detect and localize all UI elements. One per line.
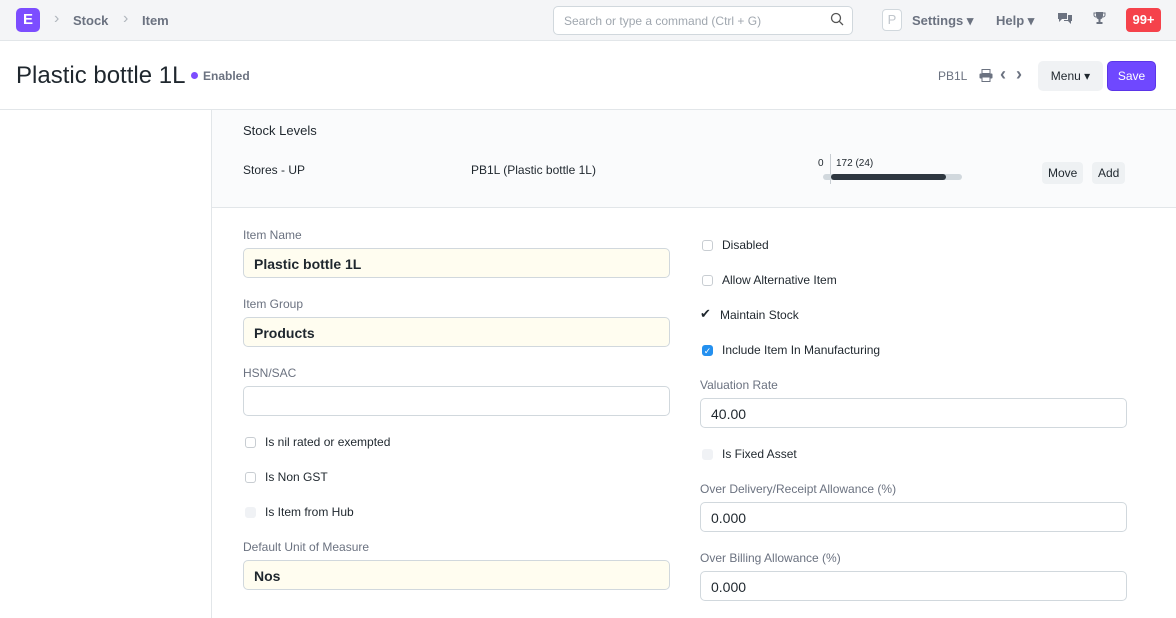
from-hub-label: Is Item from Hub — [265, 505, 354, 519]
chevron-right-icon: › — [54, 10, 60, 27]
add-button[interactable]: Add — [1092, 162, 1126, 184]
over-billing-field[interactable]: 0.000 — [700, 571, 1127, 601]
menu-label: Menu — [1050, 69, 1081, 83]
item-group-label: Item Group — [243, 297, 304, 311]
trophy-icon[interactable] — [1093, 11, 1106, 25]
over-billing-label: Over Billing Allowance (%) — [700, 551, 841, 565]
over-delivery-field[interactable]: 0.000 — [700, 502, 1127, 532]
breadcrumb-stock[interactable]: Stock — [73, 13, 109, 28]
item-name-label: Item Name — [243, 228, 302, 242]
item-code: PB1L — [938, 69, 968, 83]
search-input[interactable]: Search or type a command (Ctrl + G) — [553, 6, 853, 35]
check-icon: ✔ — [700, 306, 711, 321]
item-link[interactable]: PB1L (Plastic bottle 1L) — [471, 163, 596, 177]
notifications-badge[interactable]: 99+ — [1126, 8, 1161, 32]
stock-levels-section: Stock Levels Stores - UP PB1L (Plastic b… — [212, 110, 1176, 208]
valuation-rate-label: Valuation Rate — [700, 378, 778, 392]
move-button[interactable]: Move — [1042, 162, 1084, 184]
search-icon — [830, 12, 844, 26]
include-mfg-checkbox[interactable]: ✓ — [702, 345, 713, 356]
disabled-label: Disabled — [722, 238, 769, 252]
menu-button[interactable]: Menu ▾ — [1038, 61, 1103, 91]
bar-zero-line — [830, 154, 831, 184]
over-delivery-label: Over Delivery/Receipt Allowance (%) — [700, 482, 897, 496]
print-icon[interactable] — [979, 69, 993, 82]
chat-icon[interactable] — [1057, 12, 1073, 26]
alt-item-checkbox[interactable] — [702, 275, 713, 286]
warehouse-name[interactable]: Stores - UP — [243, 163, 306, 177]
non-gst-label: Is Non GST — [265, 470, 328, 484]
nil-rated-label: Is nil rated or exempted — [265, 435, 391, 449]
nil-rated-checkbox[interactable] — [245, 437, 256, 448]
settings-label: Settings — [912, 13, 964, 28]
hsn-field[interactable] — [243, 386, 670, 416]
fixed-asset-label: Is Fixed Asset — [722, 447, 797, 461]
uom-label: Default Unit of Measure — [243, 540, 370, 554]
include-mfg-label: Include Item In Manufacturing — [722, 343, 881, 357]
app-logo[interactable]: E — [16, 8, 40, 32]
disabled-checkbox[interactable] — [702, 240, 713, 251]
uom-field[interactable]: Nos — [243, 560, 670, 590]
hsn-label: HSN/SAC — [243, 366, 297, 380]
item-group-field[interactable]: Products — [243, 317, 670, 347]
next-icon[interactable]: › — [1016, 64, 1022, 84]
prev-icon[interactable]: ‹ — [1000, 64, 1006, 84]
help-label: Help — [996, 13, 1025, 28]
chevron-right-icon: › — [123, 10, 129, 27]
breadcrumb-item[interactable]: Item — [142, 13, 169, 28]
fixed-asset-checkbox — [702, 449, 713, 460]
page-header: Plastic bottle 1L Enabled PB1L ‹ › Menu … — [0, 42, 1176, 110]
page-title: Plastic bottle 1L — [16, 62, 186, 89]
avatar[interactable]: P — [882, 9, 902, 31]
stock-bar-fill — [831, 174, 947, 180]
section-heading: Stock Levels — [243, 123, 317, 138]
item-name-field[interactable]: Plastic bottle 1L — [243, 248, 670, 278]
help-dropdown[interactable]: Help ▾ — [996, 13, 1035, 28]
settings-dropdown[interactable]: Settings ▾ — [912, 13, 974, 28]
maintain-stock-label: Maintain Stock — [720, 308, 799, 322]
status-badge: Enabled — [191, 69, 250, 83]
bar-qty-label: 172 (24) — [836, 158, 874, 169]
bar-min-label: 0 — [818, 158, 824, 169]
non-gst-checkbox[interactable] — [245, 472, 256, 483]
form-body: Stock Levels Stores - UP PB1L (Plastic b… — [211, 110, 1176, 618]
search-placeholder: Search or type a command (Ctrl + G) — [564, 14, 762, 28]
valuation-rate-field[interactable]: 40.00 — [700, 398, 1127, 428]
save-button[interactable]: Save — [1107, 61, 1156, 91]
navbar: E › Stock › Item Search or type a comman… — [0, 0, 1176, 41]
stock-bar — [823, 174, 962, 180]
alt-item-label: Allow Alternative Item — [722, 273, 837, 287]
from-hub-checkbox — [245, 507, 256, 518]
